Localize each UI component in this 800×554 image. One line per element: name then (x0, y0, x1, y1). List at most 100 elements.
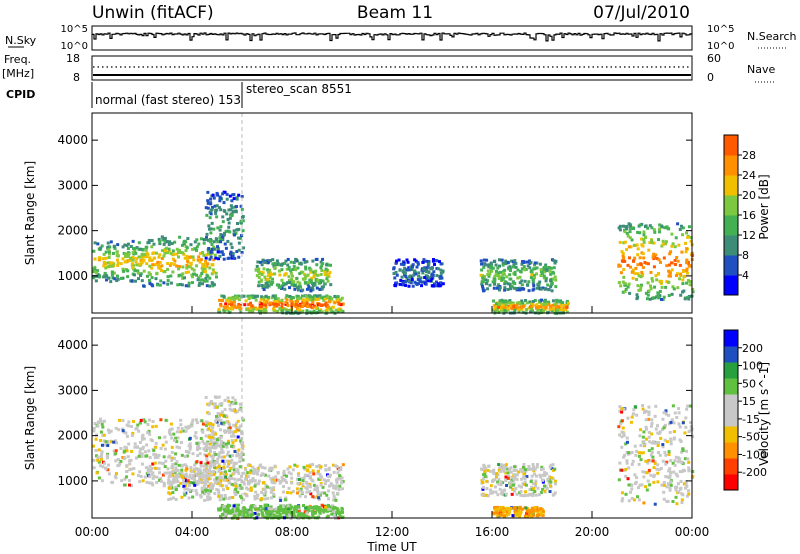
power-cell (206, 199, 210, 203)
velocity-cell (319, 465, 323, 469)
power-cell (658, 230, 662, 234)
y-tick-label: 4000 (57, 133, 88, 147)
power-cell (233, 233, 237, 237)
power-cell (128, 259, 132, 263)
velocity-cell (541, 467, 545, 471)
power-cell (141, 248, 145, 252)
velocity-cell (132, 467, 136, 471)
velocity-cell (667, 413, 671, 417)
velocity-cell (684, 416, 688, 420)
velocity-cell (136, 445, 140, 449)
power-cell (145, 274, 149, 278)
power-cell (406, 260, 410, 264)
velocity-cell (512, 473, 516, 477)
power-cell (293, 287, 297, 291)
velocity-cell (335, 485, 339, 489)
power-cell (140, 260, 144, 264)
velocity-cell (210, 483, 214, 487)
velocity-cell (663, 423, 667, 427)
velocity-ylabel: Slant Range [km] (23, 366, 37, 470)
power-cell (319, 279, 323, 283)
velocity-cell (182, 481, 186, 485)
velocity-cell (634, 480, 638, 484)
velocity-cell (633, 405, 637, 409)
velocity-cell (330, 483, 334, 487)
power-colorbar-tick-label: 8 (742, 249, 749, 262)
velocity-cell (639, 451, 643, 455)
velocity-cell (314, 507, 318, 511)
power-cell (407, 284, 411, 288)
velocity-cell (226, 439, 230, 443)
velocity-cell (249, 486, 253, 490)
velocity-cell (316, 493, 320, 497)
velocity-cell (334, 464, 338, 468)
power-cell (309, 280, 313, 284)
velocity-cell (237, 453, 241, 457)
power-cell (539, 273, 543, 277)
velocity-cell (98, 417, 102, 421)
velocity-cell (225, 505, 229, 509)
power-cell (411, 263, 415, 267)
velocity-cell (681, 448, 685, 452)
power-cell (627, 222, 631, 226)
velocity-cell (148, 475, 152, 479)
power-cell (439, 271, 443, 275)
velocity-cell (245, 494, 249, 498)
power-cell (654, 253, 658, 257)
power-cell (177, 273, 181, 277)
velocity-cell (624, 492, 628, 496)
velocity-cell (170, 436, 174, 440)
power-cell (440, 276, 444, 280)
power-cell (205, 237, 209, 241)
velocity-cell (660, 483, 664, 487)
velocity-cell (174, 466, 178, 470)
velocity-cell (649, 473, 653, 477)
power-cell (135, 263, 139, 267)
power-cell (201, 278, 205, 282)
power-cell (324, 303, 328, 307)
velocity-cell (629, 483, 633, 487)
power-cell (175, 247, 179, 251)
power-cell (148, 256, 152, 260)
power-cell (536, 306, 540, 310)
velocity-cell (215, 417, 219, 421)
power-cell (206, 274, 210, 278)
power-cell (439, 268, 443, 272)
velocity-cell (154, 424, 158, 428)
power-cell (231, 255, 235, 259)
power-cell (518, 286, 522, 290)
power-cell (685, 267, 689, 271)
velocity-cell (243, 477, 247, 481)
velocity-cell (209, 454, 213, 458)
power-cell (219, 238, 223, 242)
power-cell (106, 241, 110, 245)
velocity-cell (215, 420, 219, 424)
power-cell (507, 267, 511, 271)
power-colorbar-bin (724, 155, 738, 176)
velocity-cell (222, 504, 226, 508)
velocity-cell (517, 470, 521, 474)
power-cell (285, 308, 289, 312)
power-cell (201, 251, 205, 255)
velocity-cell (515, 492, 519, 496)
power-cell (162, 281, 166, 285)
power-cell (224, 246, 228, 250)
power-cell (425, 266, 429, 270)
velocity-cell (283, 498, 287, 502)
velocity-cell (275, 511, 279, 515)
velocity-cell (195, 460, 199, 464)
power-cell (434, 280, 438, 284)
velocity-cell (536, 511, 540, 515)
velocity-colorbar-tick-label: 50 (742, 377, 756, 390)
velocity-colorbar-tick-label: -15 (742, 413, 760, 426)
velocity-cell (687, 492, 691, 496)
power-cell (303, 276, 307, 280)
power-cell (675, 256, 679, 260)
velocity-cell (99, 457, 103, 461)
velocity-colorbar-bin (724, 346, 738, 363)
velocity-cell (180, 471, 184, 475)
velocity-cell (514, 468, 518, 472)
power-cell (109, 240, 113, 244)
power-cell (513, 308, 517, 312)
power-cell (517, 308, 521, 312)
